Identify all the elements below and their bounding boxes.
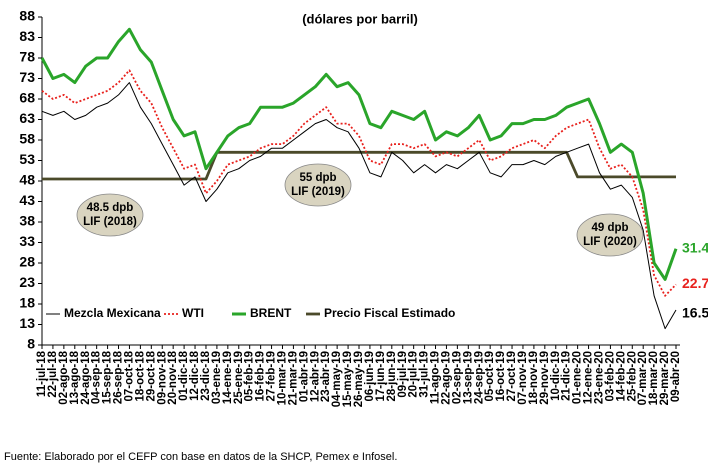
x-tick-label: 27-feb-19 <box>266 351 278 402</box>
x-tick-label: 09-jul-19 <box>397 351 409 398</box>
y-tick-label: 63 <box>19 110 35 126</box>
annotation-text: 55 dpb <box>299 172 336 184</box>
x-tick-label: 24-ago-18 <box>80 350 92 404</box>
legend-label: BRENT <box>250 306 292 320</box>
series-line <box>41 82 677 330</box>
x-tick-label: 18-mar-20 <box>648 351 660 405</box>
y-tick-label: 78 <box>19 49 35 65</box>
series-line <box>42 150 676 181</box>
x-tick-label: 03-feb-20 <box>604 351 616 402</box>
legend-label: Mezcla Mexicana <box>64 306 161 320</box>
x-tick-label: 28-jun-19 <box>386 351 398 402</box>
x-tick-label: 25-feb-20 <box>626 351 638 402</box>
x-tick-label: 10-mar-19 <box>277 351 289 405</box>
y-tick-label: 33 <box>19 233 35 249</box>
x-tick-label: 25-ene-19 <box>233 351 245 404</box>
annotation-oval <box>284 163 352 207</box>
x-tick-label: 21-mar-19 <box>287 351 299 405</box>
x-tick-label: 04-sep-18 <box>91 350 103 404</box>
x-tick-label: 06-jun-19 <box>364 351 376 402</box>
y-tick-label: 73 <box>19 69 35 85</box>
y-tick-label: 88 <box>19 8 35 24</box>
y-tick-label: 18 <box>19 295 35 311</box>
x-tick-label: 14-ene-19 <box>222 351 234 404</box>
end-value-label: 22.76 <box>682 275 708 291</box>
x-tick-label: 05-oct-19 <box>484 351 496 402</box>
y-tick-label: 53 <box>19 151 35 167</box>
x-tick-label: 22-ago-19 <box>440 351 452 405</box>
x-tick-label: 23-dic-18 <box>200 350 212 400</box>
x-tick-label: 18-oct-18 <box>134 350 146 401</box>
y-tick-label: 68 <box>19 90 35 106</box>
x-tick-label: 15-may-19 <box>342 351 354 407</box>
x-tick-label: 07-mar-20 <box>637 351 649 405</box>
x-tick-label: 09-abr-20 <box>670 351 682 402</box>
annotation-text: LIF (2018) <box>83 216 137 228</box>
x-tick-label: 09-nov-18 <box>156 350 168 404</box>
y-tick-label: 28 <box>19 254 35 270</box>
annotation-text: 48.5 dpb <box>87 202 134 214</box>
y-tick-label: 23 <box>19 274 35 290</box>
x-tick-label: 23-abr-19 <box>320 351 332 402</box>
end-value-label: 16.54 <box>682 305 708 321</box>
x-tick-label: 21-dic-19 <box>561 351 573 401</box>
x-tick-label: 17-jun-19 <box>375 351 387 402</box>
x-tick-label: 01-abr-19 <box>298 351 310 402</box>
x-tick-label: 07-oct-18 <box>123 350 135 401</box>
x-tick-label: 10-dic-19 <box>550 351 562 401</box>
x-tick-label: 15-sep-18 <box>102 350 114 404</box>
x-tick-label: 07-nov-19 <box>517 351 529 405</box>
x-tick-label: 27-oct-19 <box>506 351 518 402</box>
x-tick-label: 05-feb-19 <box>244 351 256 402</box>
source-note: Fuente: Elaborado por el CEFP con base e… <box>4 451 397 463</box>
x-tick-label: 01-ene-20 <box>572 351 584 404</box>
x-tick-label: 12-abr-19 <box>309 351 321 402</box>
x-tick-label: 16-oct-19 <box>495 351 507 402</box>
series-line <box>40 27 678 281</box>
x-tick-label: 02-ago-18 <box>58 350 70 404</box>
annotation-text: LIF (2019) <box>291 186 345 198</box>
x-tick-label: 29-mar-20 <box>659 351 671 405</box>
x-tick-label: 01-dic-18 <box>178 350 190 400</box>
chart-subtitle: (dólares por barril) <box>302 11 418 26</box>
y-tick-label: 83 <box>19 28 35 44</box>
x-tick-label: 16-feb-19 <box>255 351 267 402</box>
x-tick-label: 18-nov-19 <box>528 351 540 405</box>
x-tick-label: 03-ene-19 <box>211 351 223 404</box>
x-tick-label: 23-ene-20 <box>594 351 606 404</box>
x-tick-label: 24-sep-19 <box>473 351 485 404</box>
x-tick-label: 11-jul-18 <box>36 350 48 397</box>
x-tick-label: 20-jul-19 <box>408 351 420 398</box>
x-tick-label: 12-dic-18 <box>189 350 201 400</box>
x-tick-label: 12-ene-20 <box>583 351 595 404</box>
end-value-label: 31.48 <box>682 239 708 255</box>
y-tick-label: 38 <box>19 213 35 229</box>
annotation-oval <box>576 213 644 257</box>
x-tick-label: 22-jul-18 <box>47 350 59 397</box>
x-tick-label: 11-ago-19 <box>430 351 442 404</box>
y-tick-label: 8 <box>27 336 35 352</box>
x-tick-label: 26-may-19 <box>353 351 365 407</box>
annotation-text: 49 dpb <box>591 222 628 234</box>
y-tick-label: 48 <box>19 172 35 188</box>
annotation-oval <box>76 193 144 237</box>
x-tick-label: 29-oct-18 <box>145 350 157 401</box>
x-tick-label: 31-jul-19 <box>419 351 431 398</box>
x-tick-label: 02-sep-19 <box>451 351 463 404</box>
y-tick-label: 43 <box>19 192 35 208</box>
annotation-text: LIF (2020) <box>583 236 637 248</box>
legend-label: WTI <box>182 306 204 320</box>
y-tick-label: 13 <box>19 315 35 331</box>
x-tick-label: 13-ago-18 <box>69 350 81 404</box>
x-tick-label: 29-nov-19 <box>539 351 551 405</box>
x-tick-label: 04-may-19 <box>331 351 343 407</box>
series-line <box>41 69 677 297</box>
x-tick-label: 14-feb-20 <box>615 351 627 402</box>
legend-label: Precio Fiscal Estimado <box>324 306 455 320</box>
x-tick-label: 26-sep-18 <box>113 350 125 404</box>
x-tick-label: 13-sep-19 <box>462 351 474 404</box>
x-tick-label: 20-nov-18 <box>167 350 179 404</box>
y-tick-label: 58 <box>19 131 35 147</box>
